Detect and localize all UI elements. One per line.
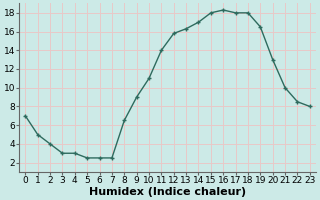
X-axis label: Humidex (Indice chaleur): Humidex (Indice chaleur) [89,187,246,197]
